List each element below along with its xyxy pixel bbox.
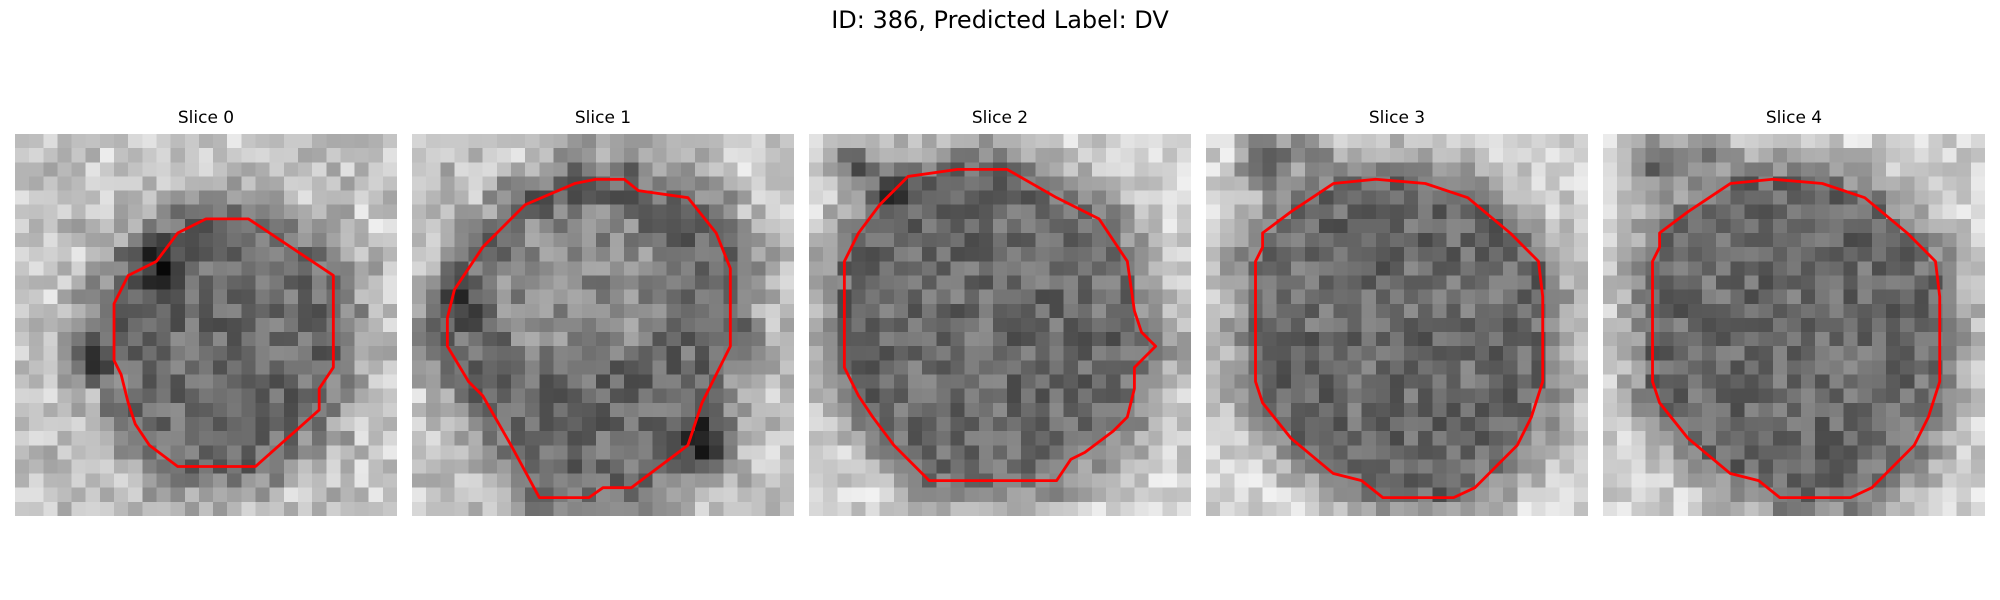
slice-image (1603, 134, 1985, 516)
slice-title: Slice 0 (177, 108, 235, 128)
slice-image (1206, 134, 1588, 516)
slice-image (809, 134, 1191, 516)
slice-panel: Slice 3 (1206, 108, 1588, 518)
slice-image (15, 134, 397, 516)
slice-panel: Slice 0 (15, 108, 397, 518)
slice-image (412, 134, 794, 516)
segmentation-contour (445, 177, 732, 500)
slice-title: Slice 3 (1368, 108, 1426, 128)
segmentation-contour (112, 217, 335, 468)
segmentation-contour (1254, 177, 1545, 500)
slice-panel: Slice 1 (412, 108, 794, 518)
slice-panel: Slice 4 (1603, 108, 1985, 518)
slice-panel: Slice 2 (809, 108, 1191, 518)
slice-title: Slice 4 (1765, 108, 1823, 128)
slice-title: Slice 1 (574, 108, 632, 128)
slice-title: Slice 2 (971, 108, 1029, 128)
segmentation-contour (842, 167, 1158, 483)
segmentation-contour (1651, 177, 1942, 500)
figure-title: ID: 386, Predicted Label: DV (831, 6, 1169, 34)
